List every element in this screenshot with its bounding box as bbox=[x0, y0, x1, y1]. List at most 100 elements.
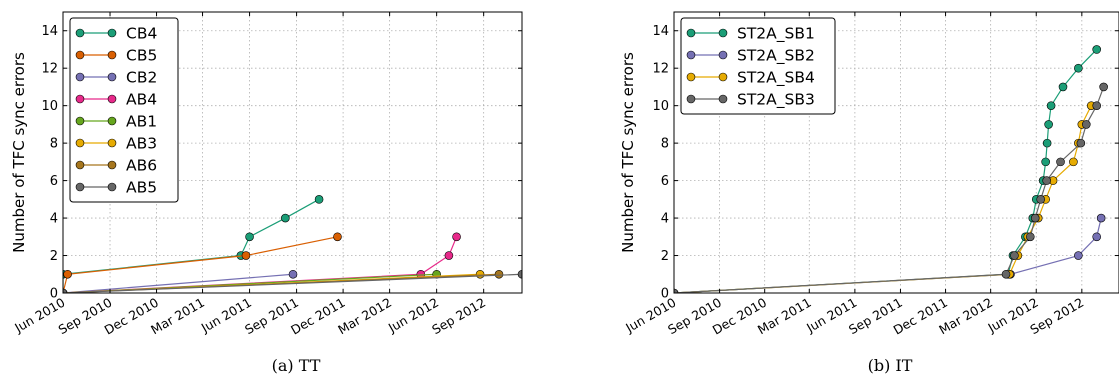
legend-marker bbox=[107, 72, 117, 82]
legend-label: ST2A_SB3 bbox=[737, 91, 815, 110]
data-point bbox=[1041, 157, 1050, 167]
data-point bbox=[1025, 232, 1035, 242]
series-line-cb2 bbox=[63, 273, 294, 293]
data-point bbox=[1046, 101, 1056, 110]
legend-marker bbox=[107, 28, 117, 38]
data-point bbox=[444, 251, 454, 260]
legend-marker bbox=[75, 94, 85, 104]
data-point bbox=[333, 232, 342, 242]
legend: ST2A_SB1 ST2A_SB2 ST2A_SB4 ST2A_SB3 bbox=[680, 17, 836, 115]
legend-marker bbox=[718, 94, 728, 104]
legend-marker bbox=[686, 94, 696, 104]
data-point bbox=[288, 269, 298, 279]
legend-box bbox=[680, 17, 836, 115]
legend-marker bbox=[75, 160, 85, 170]
legend-label: AB5 bbox=[126, 179, 157, 197]
axes-frame bbox=[673, 11, 1119, 294]
data-point bbox=[1099, 82, 1108, 92]
legend-label: CB5 bbox=[126, 47, 157, 65]
subfigure-caption: (b) IT bbox=[868, 356, 913, 375]
y-tick-label: 2 bbox=[50, 249, 58, 264]
y-tick-label: 12 bbox=[41, 62, 58, 77]
legend-label: AB4 bbox=[126, 91, 157, 109]
data-point bbox=[63, 288, 68, 293]
legend-marker bbox=[718, 50, 728, 60]
data-point bbox=[241, 251, 251, 260]
data-point bbox=[1010, 251, 1019, 260]
legend-marker bbox=[75, 116, 85, 126]
data-point bbox=[494, 269, 504, 279]
data-point bbox=[1074, 63, 1083, 73]
data-point bbox=[1042, 138, 1052, 148]
data-point bbox=[1036, 195, 1046, 204]
data-point bbox=[1056, 157, 1065, 167]
data-point bbox=[674, 288, 679, 293]
y-tick-label: 8 bbox=[50, 137, 58, 152]
y-tick-label: 0 bbox=[661, 287, 669, 302]
data-point bbox=[1076, 138, 1086, 148]
series-line-st2a_sb4 bbox=[674, 105, 1092, 293]
legend-label: ST2A_SB4 bbox=[737, 69, 815, 88]
y-tick-label: 6 bbox=[50, 174, 58, 189]
legend-marker bbox=[75, 138, 85, 148]
y-tick-label: 12 bbox=[652, 62, 669, 77]
legend-marker bbox=[75, 182, 85, 192]
y-tick-label: 10 bbox=[41, 99, 58, 114]
legend-marker bbox=[75, 28, 85, 38]
legend-marker bbox=[107, 116, 117, 126]
data-point bbox=[245, 232, 254, 242]
legend-marker bbox=[686, 50, 696, 60]
legend-marker bbox=[718, 28, 728, 38]
data-point bbox=[314, 195, 324, 204]
legend-label: AB3 bbox=[126, 135, 157, 153]
subfigure-caption: (a) TT bbox=[272, 356, 321, 375]
legend-marker bbox=[107, 182, 117, 192]
data-point bbox=[1092, 232, 1102, 242]
legend-box bbox=[69, 17, 179, 203]
legend: CB4 CB5 CB2 AB4 AB1 AB3 AB6 AB5 bbox=[69, 17, 179, 203]
legend-marker bbox=[718, 72, 728, 82]
series-line-ab5 bbox=[63, 273, 522, 293]
y-tick-label: 8 bbox=[661, 137, 669, 152]
y-tick-label: 4 bbox=[661, 212, 669, 227]
data-point bbox=[475, 269, 485, 279]
y-axis-label: Number of TFC sync errors bbox=[619, 52, 637, 253]
legend-label: AB1 bbox=[126, 113, 157, 131]
y-tick-label: 14 bbox=[652, 24, 669, 39]
data-point bbox=[517, 269, 522, 279]
data-point bbox=[1092, 45, 1102, 54]
legend-label: ST2A_SB1 bbox=[737, 25, 815, 44]
legend-label: CB4 bbox=[126, 25, 157, 43]
y-tick-label: 10 bbox=[652, 99, 669, 114]
y-tick-label: 0 bbox=[50, 287, 58, 302]
legend-label: CB2 bbox=[126, 69, 157, 87]
series-group bbox=[63, 195, 522, 293]
legend-marker bbox=[107, 138, 117, 148]
y-tick-label: 14 bbox=[41, 24, 58, 39]
legend-label: AB6 bbox=[126, 157, 157, 175]
legend-label: ST2A_SB2 bbox=[737, 47, 815, 66]
y-axis-label: Number of TFC sync errors bbox=[10, 52, 28, 253]
legend-marker bbox=[107, 160, 117, 170]
data-point bbox=[1074, 251, 1083, 260]
data-point bbox=[452, 232, 461, 242]
data-point bbox=[1042, 176, 1051, 185]
legend-marker bbox=[107, 50, 117, 60]
series-line-cb5 bbox=[63, 236, 338, 293]
data-point bbox=[281, 213, 290, 223]
y-tick-label: 2 bbox=[661, 249, 669, 264]
data-point bbox=[1069, 157, 1078, 167]
legend-marker bbox=[686, 72, 696, 82]
y-tick-label: 4 bbox=[50, 212, 58, 227]
data-point bbox=[1096, 213, 1106, 223]
data-point bbox=[1081, 120, 1091, 129]
x-tick-label: Mar 2012 bbox=[335, 295, 394, 338]
data-point bbox=[1058, 82, 1068, 92]
data-point bbox=[1030, 213, 1040, 223]
legend-marker bbox=[75, 72, 85, 82]
data-point bbox=[1092, 101, 1102, 110]
data-point bbox=[1044, 120, 1053, 129]
legend-marker bbox=[107, 94, 117, 104]
